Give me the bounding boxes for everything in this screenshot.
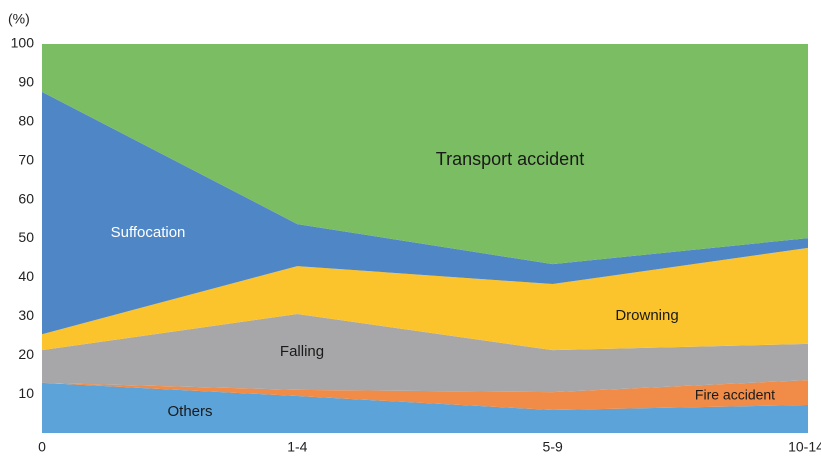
y-tick-label: 60 xyxy=(18,190,34,206)
y-tick-label: 90 xyxy=(18,74,34,90)
y-tick-label: 100 xyxy=(11,35,35,51)
y-tick-label: 40 xyxy=(18,268,34,284)
area xyxy=(42,382,808,433)
series-label: Falling xyxy=(280,343,324,360)
y-tick-label: 80 xyxy=(18,113,34,129)
series-label: Others xyxy=(167,403,212,420)
y-tick-label: 50 xyxy=(18,229,34,245)
y-tick-label: 20 xyxy=(18,346,34,362)
x-tick-label: 5-9 xyxy=(543,439,563,455)
series-label: Drowning xyxy=(615,307,678,324)
area xyxy=(42,91,808,335)
series-label: Transport accident xyxy=(436,149,584,169)
y-axis-label: (%) xyxy=(8,11,30,27)
x-tick-label: 0 xyxy=(38,439,46,455)
series-label: Fire accident xyxy=(695,387,775,403)
area xyxy=(42,380,808,411)
area xyxy=(42,313,808,393)
y-tick-label: 70 xyxy=(18,151,34,167)
area xyxy=(42,247,808,351)
area xyxy=(42,44,808,265)
series-label: Suffocation xyxy=(111,224,186,241)
x-tick-label: 10-14 xyxy=(788,439,821,455)
x-tick-label: 1-4 xyxy=(287,439,307,455)
y-tick-label: 30 xyxy=(18,307,34,323)
y-tick-label: 10 xyxy=(18,385,34,401)
